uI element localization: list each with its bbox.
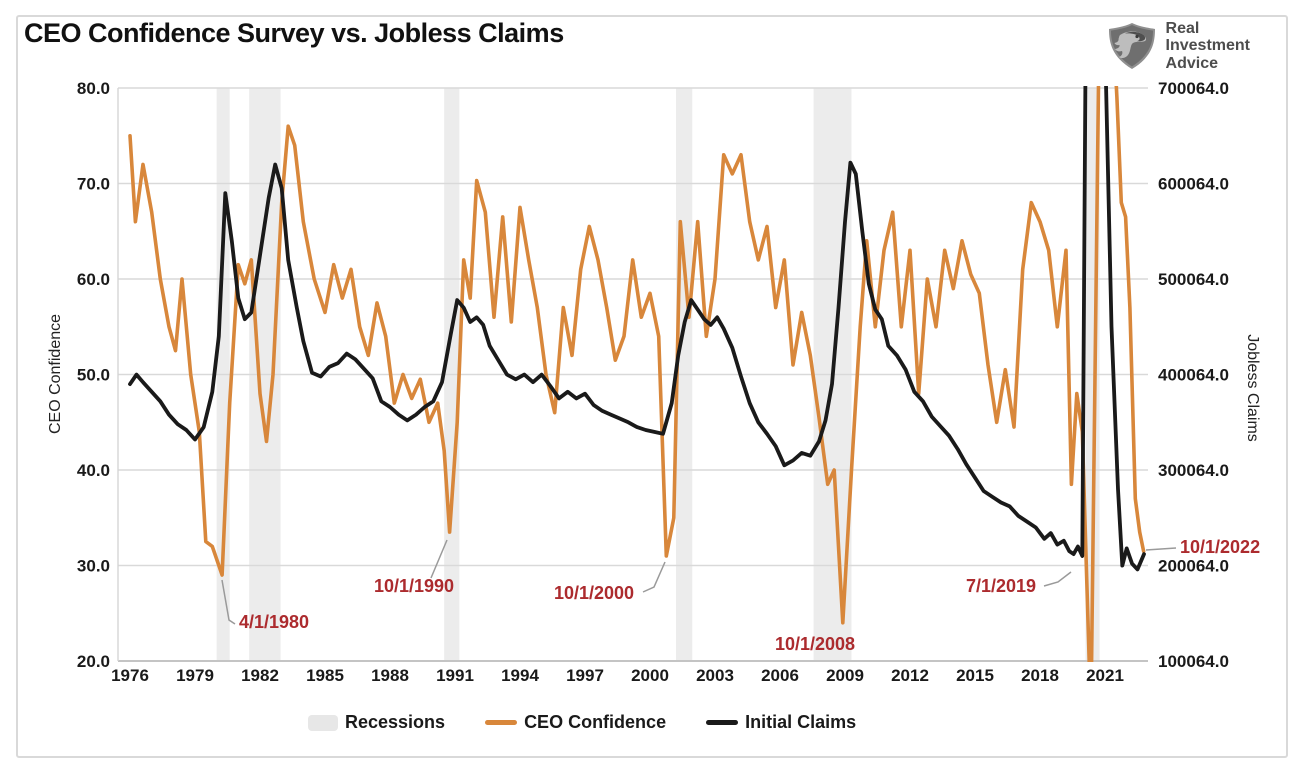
left-axis-title: CEO Confidence bbox=[47, 314, 64, 434]
svg-text:60.0: 60.0 bbox=[77, 270, 110, 289]
svg-text:10/1/2008: 10/1/2008 bbox=[775, 634, 855, 654]
legend-ceo-label: CEO Confidence bbox=[524, 712, 667, 732]
svg-text:10/1/2022: 10/1/2022 bbox=[1180, 537, 1260, 557]
svg-text:7/1/2019: 7/1/2019 bbox=[966, 576, 1036, 596]
svg-text:2009: 2009 bbox=[826, 666, 864, 685]
legend-claims-label: Initial Claims bbox=[745, 712, 857, 732]
legend-recessions-label: Recessions bbox=[345, 712, 446, 732]
svg-text:2000: 2000 bbox=[631, 666, 669, 685]
svg-text:30.0: 30.0 bbox=[77, 557, 110, 576]
right-axis-title: Jobless Claims bbox=[1244, 334, 1261, 442]
svg-text:1997: 1997 bbox=[566, 666, 604, 685]
legend-item-recessions: Recessions bbox=[308, 712, 445, 733]
brand-logo: Real Investment Advice bbox=[1106, 20, 1250, 72]
claims-line-swatch-icon bbox=[706, 720, 739, 725]
axis-labels: 80.0 70.0 60.0 50.0 40.0 30.0 20.0 700064.0 6000… bbox=[47, 79, 1261, 685]
svg-text:70.0: 70.0 bbox=[77, 175, 110, 194]
svg-text:40.0: 40.0 bbox=[77, 461, 110, 480]
svg-text:2012: 2012 bbox=[891, 666, 929, 685]
svg-text:80.0: 80.0 bbox=[77, 79, 110, 98]
svg-text:2003: 2003 bbox=[696, 666, 734, 685]
svg-text:100064.0: 100064.0 bbox=[1158, 652, 1229, 671]
date-annotations: 4/1/1980 10/1/1990 10/1/2000 10/1/2008 7/1/2… bbox=[221, 537, 1260, 654]
brand-line-2: Investment bbox=[1165, 37, 1250, 55]
svg-text:20.0: 20.0 bbox=[77, 652, 110, 671]
svg-text:1982: 1982 bbox=[241, 666, 279, 685]
svg-text:10/1/2000: 10/1/2000 bbox=[554, 583, 634, 603]
svg-text:2018: 2018 bbox=[1021, 666, 1059, 685]
svg-text:500064.0: 500064.0 bbox=[1158, 270, 1229, 289]
svg-text:2006: 2006 bbox=[761, 666, 799, 685]
svg-text:2021: 2021 bbox=[1086, 666, 1124, 685]
svg-text:300064.0: 300064.0 bbox=[1158, 461, 1229, 480]
recession-swatch-icon bbox=[308, 714, 338, 731]
brand-name: Real Investment Advice bbox=[1166, 20, 1250, 72]
svg-text:10/1/1990: 10/1/1990 bbox=[374, 576, 454, 596]
gridlines bbox=[117, 87, 1148, 662]
brand-line-3: Advice bbox=[1165, 54, 1218, 72]
svg-text:1994: 1994 bbox=[501, 666, 539, 685]
svg-text:2015: 2015 bbox=[956, 666, 994, 685]
eagle-shield-icon bbox=[1108, 22, 1155, 69]
svg-text:1985: 1985 bbox=[306, 666, 344, 685]
svg-text:1979: 1979 bbox=[176, 666, 214, 685]
brand-line-1: Real bbox=[1165, 20, 1200, 37]
chart-legend: Recessions CEO Confidence Initial Claims bbox=[308, 712, 856, 733]
svg-text:1976: 1976 bbox=[111, 666, 149, 685]
ceo-line-swatch-icon bbox=[485, 720, 518, 725]
svg-text:1991: 1991 bbox=[436, 666, 474, 685]
svg-text:4/1/1980: 4/1/1980 bbox=[239, 612, 309, 632]
legend-item-ceo-confidence: CEO Confidence bbox=[485, 712, 666, 733]
svg-text:700064.0: 700064.0 bbox=[1158, 79, 1229, 98]
legend-item-initial-claims: Initial Claims bbox=[706, 712, 856, 733]
svg-text:200064.0: 200064.0 bbox=[1158, 557, 1229, 576]
svg-text:1988: 1988 bbox=[371, 666, 409, 685]
svg-text:400064.0: 400064.0 bbox=[1158, 366, 1229, 385]
svg-text:600064.0: 600064.0 bbox=[1158, 175, 1229, 194]
svg-text:50.0: 50.0 bbox=[77, 366, 110, 385]
chart-title: CEO Confidence Survey vs. Jobless Claims bbox=[24, 18, 564, 48]
